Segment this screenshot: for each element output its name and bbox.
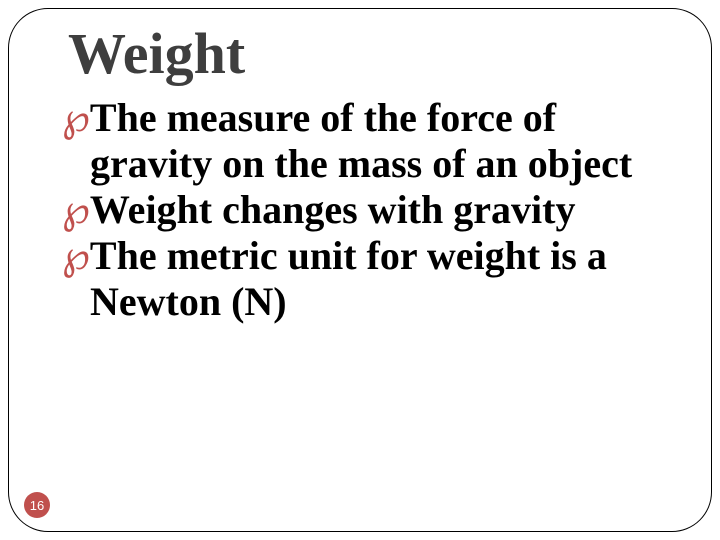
bullet-marker-icon: ℘ xyxy=(62,95,90,140)
bullet-text: The measure of the force of gravity on t… xyxy=(90,95,632,186)
bullet-marker-icon: ℘ xyxy=(62,187,90,232)
bullet-text: Weight changes with gravity xyxy=(90,187,576,232)
bullet-item: ℘Weight changes with gravity xyxy=(62,187,680,233)
slide-content: Weight ℘The measure of the force of grav… xyxy=(60,20,680,325)
page-number-badge: 16 xyxy=(24,492,50,518)
bullet-item: ℘The metric unit for weight is a Newton … xyxy=(62,233,680,325)
bullet-list: ℘The measure of the force of gravity on … xyxy=(60,95,680,325)
bullet-item: ℘The measure of the force of gravity on … xyxy=(62,95,680,187)
bullet-marker-icon: ℘ xyxy=(62,233,90,278)
bullet-text: The metric unit for weight is a Newton (… xyxy=(90,233,607,324)
slide-title: Weight xyxy=(60,20,680,87)
